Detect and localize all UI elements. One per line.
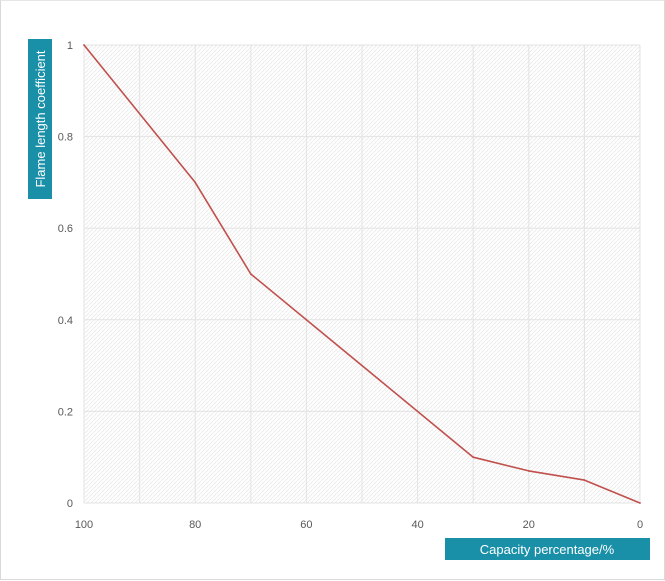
series-layer <box>83 44 641 504</box>
y-tick-label: 0 <box>67 498 73 510</box>
y-tick-label: 0.6 <box>58 223 73 235</box>
x-axis-title-box <box>445 538 650 560</box>
y-axis-title-box <box>28 39 52 199</box>
x-axis-title-text: Capacity percentage/% <box>480 542 615 557</box>
x-tick-label: 60 <box>300 519 312 531</box>
data-point <box>194 181 197 184</box>
data-point <box>583 479 586 481</box>
data-point <box>249 273 252 275</box>
x-tick-label: 100 <box>75 519 93 531</box>
y-tick-label: 0.8 <box>58 132 73 144</box>
x-tick-label: 20 <box>523 519 535 531</box>
y-tick-label: 0.2 <box>58 406 73 418</box>
y-tick-label: 1 <box>67 40 73 52</box>
data-point <box>639 502 641 504</box>
data-point <box>472 456 475 459</box>
data-point <box>527 470 530 472</box>
y-tick-label: 0.4 <box>58 315 73 327</box>
x-tick-label: 80 <box>189 519 201 531</box>
y-axis-title: Flame length coefficient <box>28 39 52 199</box>
y-axis-title-text: Flame length coefficient <box>33 50 48 187</box>
tick-labels: 0 0.2 0.4 0.6 0.8 1 100 80 60 40 20 0 <box>58 40 643 531</box>
data-point <box>83 44 85 46</box>
x-tick-label: 0 <box>637 519 643 531</box>
x-axis-title: Capacity percentage/% <box>445 538 650 560</box>
x-tick-label: 40 <box>411 519 423 531</box>
